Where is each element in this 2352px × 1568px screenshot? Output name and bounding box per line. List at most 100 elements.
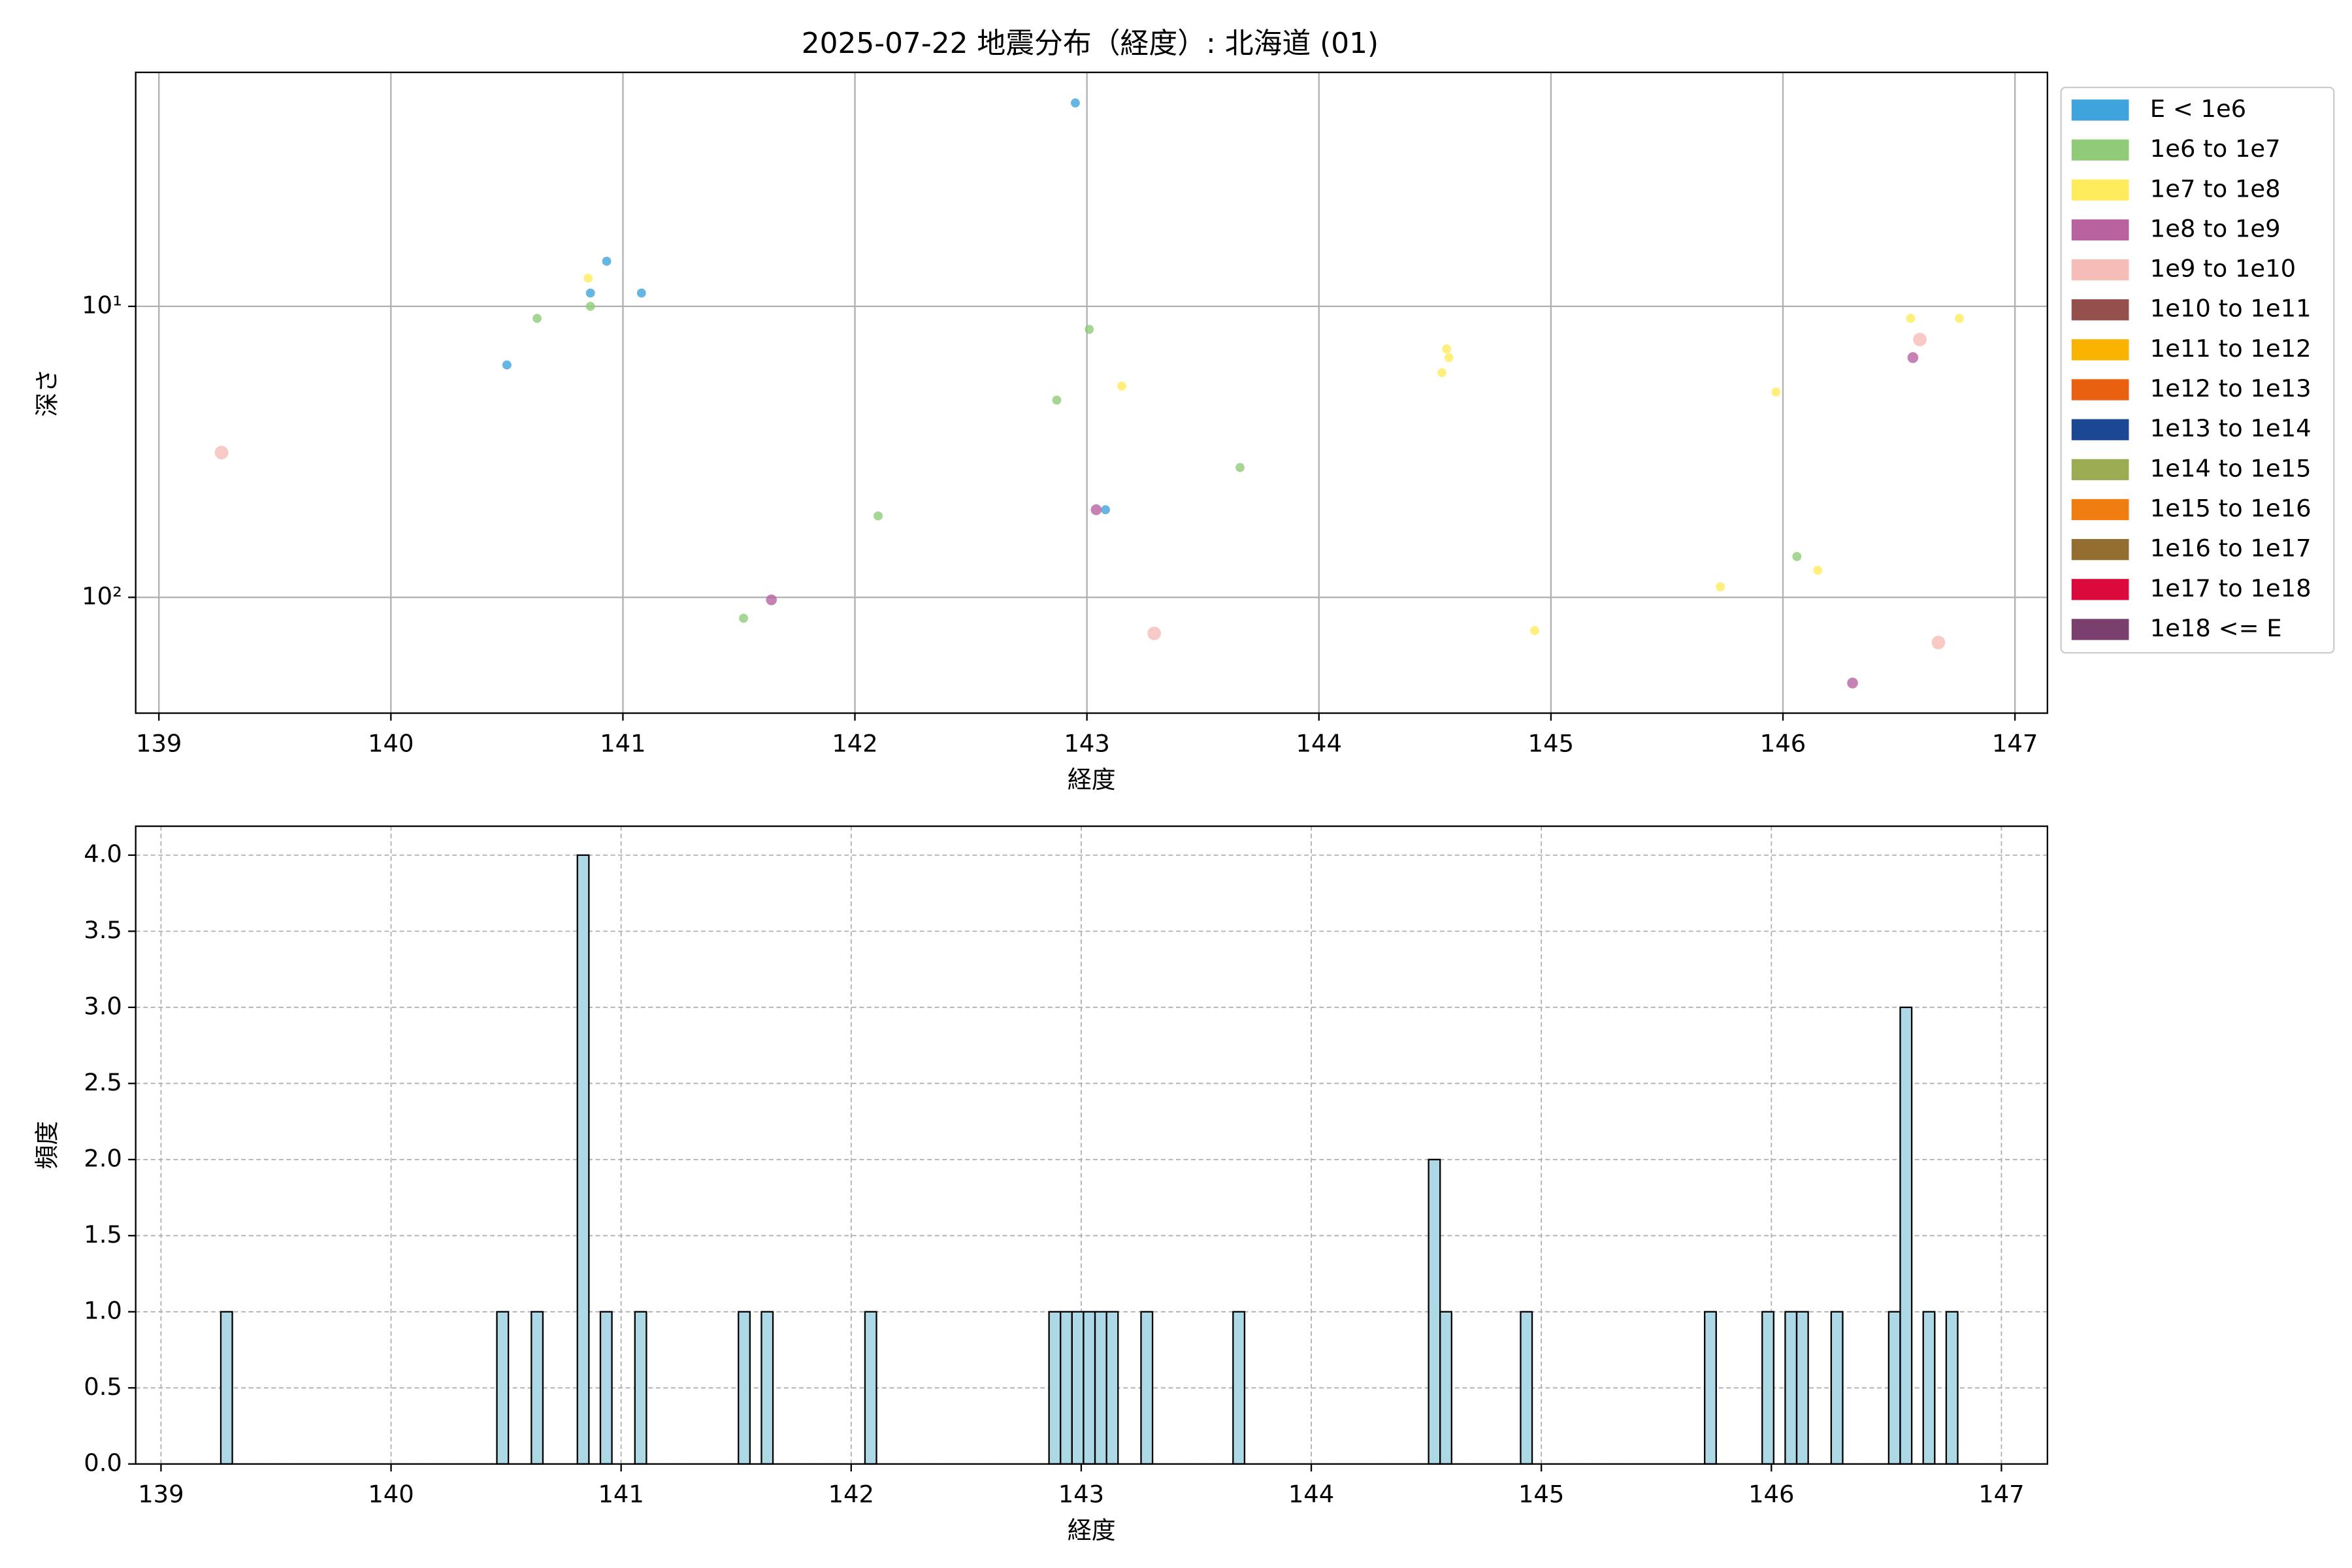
x-tick-label: 142 (828, 1480, 874, 1509)
legend-label: 1e14 to 1e15 (2150, 454, 2311, 482)
bar (1922, 1311, 1936, 1465)
x-tick-label: 146 (1748, 1480, 1794, 1509)
legend-swatch (2071, 299, 2129, 321)
x-tick-label: 145 (1528, 730, 1574, 758)
point (1085, 325, 1094, 335)
y-tick-label: 1.0 (84, 1296, 122, 1324)
legend-box (2060, 86, 2335, 654)
point (532, 314, 542, 323)
point (1070, 98, 1080, 108)
bar (634, 1311, 647, 1465)
point (583, 273, 593, 283)
legend-label: 1e6 to 1e7 (2150, 135, 2281, 163)
point (585, 301, 595, 311)
legend-label: 1e9 to 1e10 (2150, 255, 2296, 283)
bar (576, 854, 590, 1465)
chart-title: 2025-07-22 地震分布（経度）: 北海道 (01) (802, 27, 1379, 60)
bar (1704, 1311, 1717, 1465)
bar (1761, 1311, 1774, 1465)
x-tick-label: 144 (1296, 730, 1342, 758)
y-tick-label: 2.0 (84, 1144, 122, 1172)
x-tick-label: 144 (1288, 1480, 1334, 1509)
y-axis-label: 頻度 (33, 1121, 61, 1169)
y-tick-label: 10¹ (82, 291, 122, 319)
bar (1140, 1311, 1154, 1465)
legend-label: 1e11 to 1e12 (2150, 335, 2311, 363)
point (1101, 505, 1110, 515)
y-tick-label: 3.5 (84, 916, 122, 944)
bar (1094, 1311, 1107, 1465)
point (1792, 551, 1802, 561)
point (1052, 395, 1062, 405)
y-tick-label: 1.5 (84, 1220, 122, 1249)
legend-swatch (2071, 139, 2129, 161)
bar (864, 1311, 877, 1465)
x-tick-label: 141 (600, 730, 645, 758)
plot-frame (135, 825, 2048, 1465)
bar (1105, 1311, 1119, 1465)
bar (1071, 1311, 1085, 1465)
x-tick-label: 141 (598, 1480, 644, 1509)
point (766, 594, 777, 606)
y-tick-label: 4.0 (84, 840, 122, 868)
y-tick-label: 2.5 (84, 1068, 122, 1096)
point (1716, 582, 1725, 592)
legend-swatch (2071, 539, 2129, 561)
point (1444, 353, 1454, 363)
bar (760, 1311, 774, 1465)
legend-label: E < 1e6 (2150, 95, 2246, 123)
legend-swatch (2071, 219, 2129, 241)
bar (1899, 1006, 1913, 1465)
y-tick-label: 3.0 (84, 992, 122, 1020)
x-tick-label: 145 (1518, 1480, 1564, 1509)
plot-frame (135, 71, 2048, 714)
bar (496, 1311, 510, 1465)
x-tick-label: 143 (1058, 1480, 1104, 1509)
legend-swatch (2071, 619, 2129, 640)
point (739, 613, 749, 623)
point (1147, 627, 1162, 640)
bar (1830, 1311, 1844, 1465)
point (1090, 504, 1102, 515)
bar (1232, 1311, 1246, 1465)
legend-swatch (2071, 379, 2129, 400)
x-axis-label: 経度 (1068, 766, 1116, 794)
y-tick-label: 0.5 (84, 1373, 122, 1401)
legend-swatch (2071, 259, 2129, 281)
point (214, 446, 229, 460)
legend-swatch (2071, 498, 2129, 521)
point (1530, 626, 1539, 635)
x-axis-label: 経度 (1068, 1516, 1116, 1544)
legend-swatch (2071, 99, 2129, 121)
point (502, 360, 512, 370)
point (1931, 636, 1946, 649)
bar (1083, 1311, 1096, 1465)
legend-label: 1e10 to 1e11 (2150, 295, 2311, 323)
legend-swatch (2071, 179, 2129, 201)
bar (1520, 1311, 1533, 1465)
bar (1887, 1311, 1901, 1465)
legend-label: 1e15 to 1e16 (2150, 495, 2311, 523)
bar (220, 1311, 233, 1465)
point (1913, 333, 1927, 347)
bar (1060, 1311, 1073, 1465)
legend-label: 1e17 to 1e18 (2150, 574, 2311, 602)
bar (1784, 1311, 1798, 1465)
point (1437, 368, 1446, 378)
legend-swatch (2071, 579, 2129, 600)
point (1847, 678, 1858, 689)
legend-label: 1e8 to 1e9 (2150, 214, 2281, 242)
bar (531, 1311, 544, 1465)
bar (1795, 1311, 1809, 1465)
point (1813, 565, 1823, 575)
point (1906, 314, 1916, 323)
legend-label: 1e12 to 1e13 (2150, 374, 2311, 402)
x-tick-label: 147 (1978, 1480, 2024, 1509)
legend-label: 1e18 <= E (2150, 614, 2282, 642)
bar (599, 1311, 613, 1465)
y-tick-label: 0.0 (84, 1448, 122, 1477)
x-tick-label: 139 (138, 1480, 184, 1509)
